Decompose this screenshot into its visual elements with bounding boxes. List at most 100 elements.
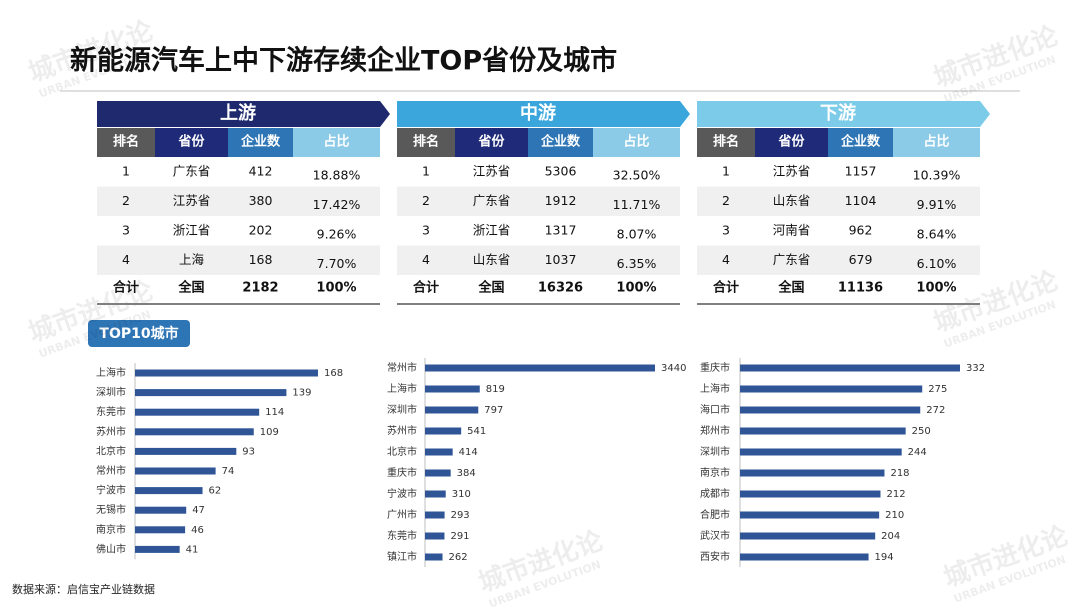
bar: [740, 427, 906, 435]
table-total-cell: 合计: [413, 280, 439, 296]
table-cell: 17.42%: [313, 197, 361, 212]
bar: [425, 532, 445, 540]
bar: [425, 364, 655, 372]
bar: [740, 511, 880, 519]
bar: [425, 385, 480, 393]
category-label: 镇江市: [387, 550, 417, 563]
table-cell: 8.07%: [617, 227, 657, 242]
bar: [740, 448, 902, 456]
bar: [135, 447, 237, 455]
table-header: 企业数: [240, 134, 281, 150]
table-cell: 浙江省: [473, 223, 511, 238]
table-total-cell: 11136: [838, 281, 883, 296]
category-label: 武汉市: [700, 529, 730, 542]
bar: [135, 389, 287, 397]
bar: [425, 490, 446, 498]
table-header-cell: [528, 128, 593, 157]
value-label: 293: [451, 510, 470, 521]
table-row-stripe: [697, 186, 980, 216]
table-cell: 10.39%: [913, 168, 961, 183]
slide-title: 新能源汽车上中下游存续企业TOP省份及城市: [70, 45, 617, 77]
table-header: 省份: [477, 134, 505, 150]
bar: [135, 467, 216, 475]
value-label: 414: [459, 447, 478, 458]
table-header-cell: [228, 128, 293, 157]
table-cell: 962: [849, 223, 873, 238]
bar: [135, 369, 318, 377]
table-total-cell: 全国: [777, 280, 804, 296]
value-label: 291: [450, 531, 469, 542]
table-cell: 山东省: [473, 252, 511, 267]
table-cell: 广东省: [773, 252, 811, 267]
category-label: 深圳市: [96, 386, 126, 399]
table-cell: 3: [722, 223, 730, 238]
table-header: 占比: [323, 134, 349, 150]
category-label: 北京市: [96, 444, 126, 457]
value-label: 212: [886, 489, 905, 500]
table-cell: 2: [422, 193, 430, 208]
table-cell: 1: [422, 164, 430, 179]
table-total-cell: 16326: [538, 281, 583, 296]
table-header: 企业数: [540, 134, 581, 150]
table-total-cell: 100%: [316, 281, 356, 296]
value-label: 244: [908, 447, 927, 458]
table-cell: 江苏省: [773, 164, 811, 179]
table-total-cell: 2182: [242, 281, 278, 296]
table-total-cell: 全国: [177, 280, 204, 296]
table-cell: 山东省: [773, 193, 811, 208]
table-cell: 6.10%: [917, 256, 957, 271]
value-label: 797: [484, 405, 503, 416]
table-cell: 上海: [179, 252, 205, 267]
category-label: 合肥市: [700, 508, 730, 521]
category-label: 常州市: [387, 361, 417, 374]
table-row-stripe: [397, 245, 680, 275]
category-label: 重庆市: [387, 466, 417, 479]
table-row-stripe: [97, 245, 380, 275]
table-cell: 2: [122, 193, 130, 208]
table-header: 排名: [413, 134, 439, 150]
table-cell: 1104: [845, 193, 877, 208]
table-cell: 1: [722, 164, 730, 179]
table-header: 省份: [777, 134, 805, 150]
category-label: 北京市: [387, 445, 417, 458]
table-cell: 1037: [545, 252, 577, 267]
value-label: 384: [457, 468, 476, 479]
table-header-cell: [455, 128, 528, 157]
bar: [425, 511, 445, 519]
table-banner: [397, 101, 690, 127]
table-header-cell: [893, 128, 980, 157]
table-total-cell: 全国: [477, 280, 504, 296]
table-cell: 168: [249, 252, 273, 267]
table-total-cell: 100%: [616, 281, 656, 296]
table-header: 占比: [623, 134, 649, 150]
value-label: 310: [452, 489, 471, 500]
table-cell: 河南省: [773, 223, 811, 238]
value-label: 47: [192, 505, 205, 516]
table-header-cell: [828, 128, 893, 157]
value-label: 250: [912, 426, 931, 437]
table-total-cell: 100%: [916, 281, 956, 296]
table-header: 省份: [177, 134, 205, 150]
section-label-box: [88, 320, 190, 347]
table-cell: 412: [249, 164, 273, 179]
table-header-cell: [397, 128, 455, 157]
bar: [135, 526, 186, 534]
category-label: 上海市: [387, 382, 417, 395]
table-cell: 浙江省: [173, 223, 211, 238]
table-cell: 32.50%: [613, 168, 661, 183]
category-label: 佛山市: [96, 542, 126, 555]
table-cell: 3: [122, 223, 130, 238]
bar: [740, 553, 869, 561]
bar: [135, 487, 203, 495]
table-cell: 5306: [545, 164, 577, 179]
value-label: 332: [966, 363, 985, 374]
table-banner: [697, 101, 990, 127]
category-label: 海口市: [700, 403, 730, 416]
value-label: 3440: [661, 363, 686, 374]
category-label: 宁波市: [387, 487, 417, 500]
category-label: 深圳市: [700, 445, 730, 458]
table-cell: 4: [422, 252, 430, 267]
table-cell: 4: [722, 252, 730, 267]
table-header: 企业数: [840, 134, 881, 150]
